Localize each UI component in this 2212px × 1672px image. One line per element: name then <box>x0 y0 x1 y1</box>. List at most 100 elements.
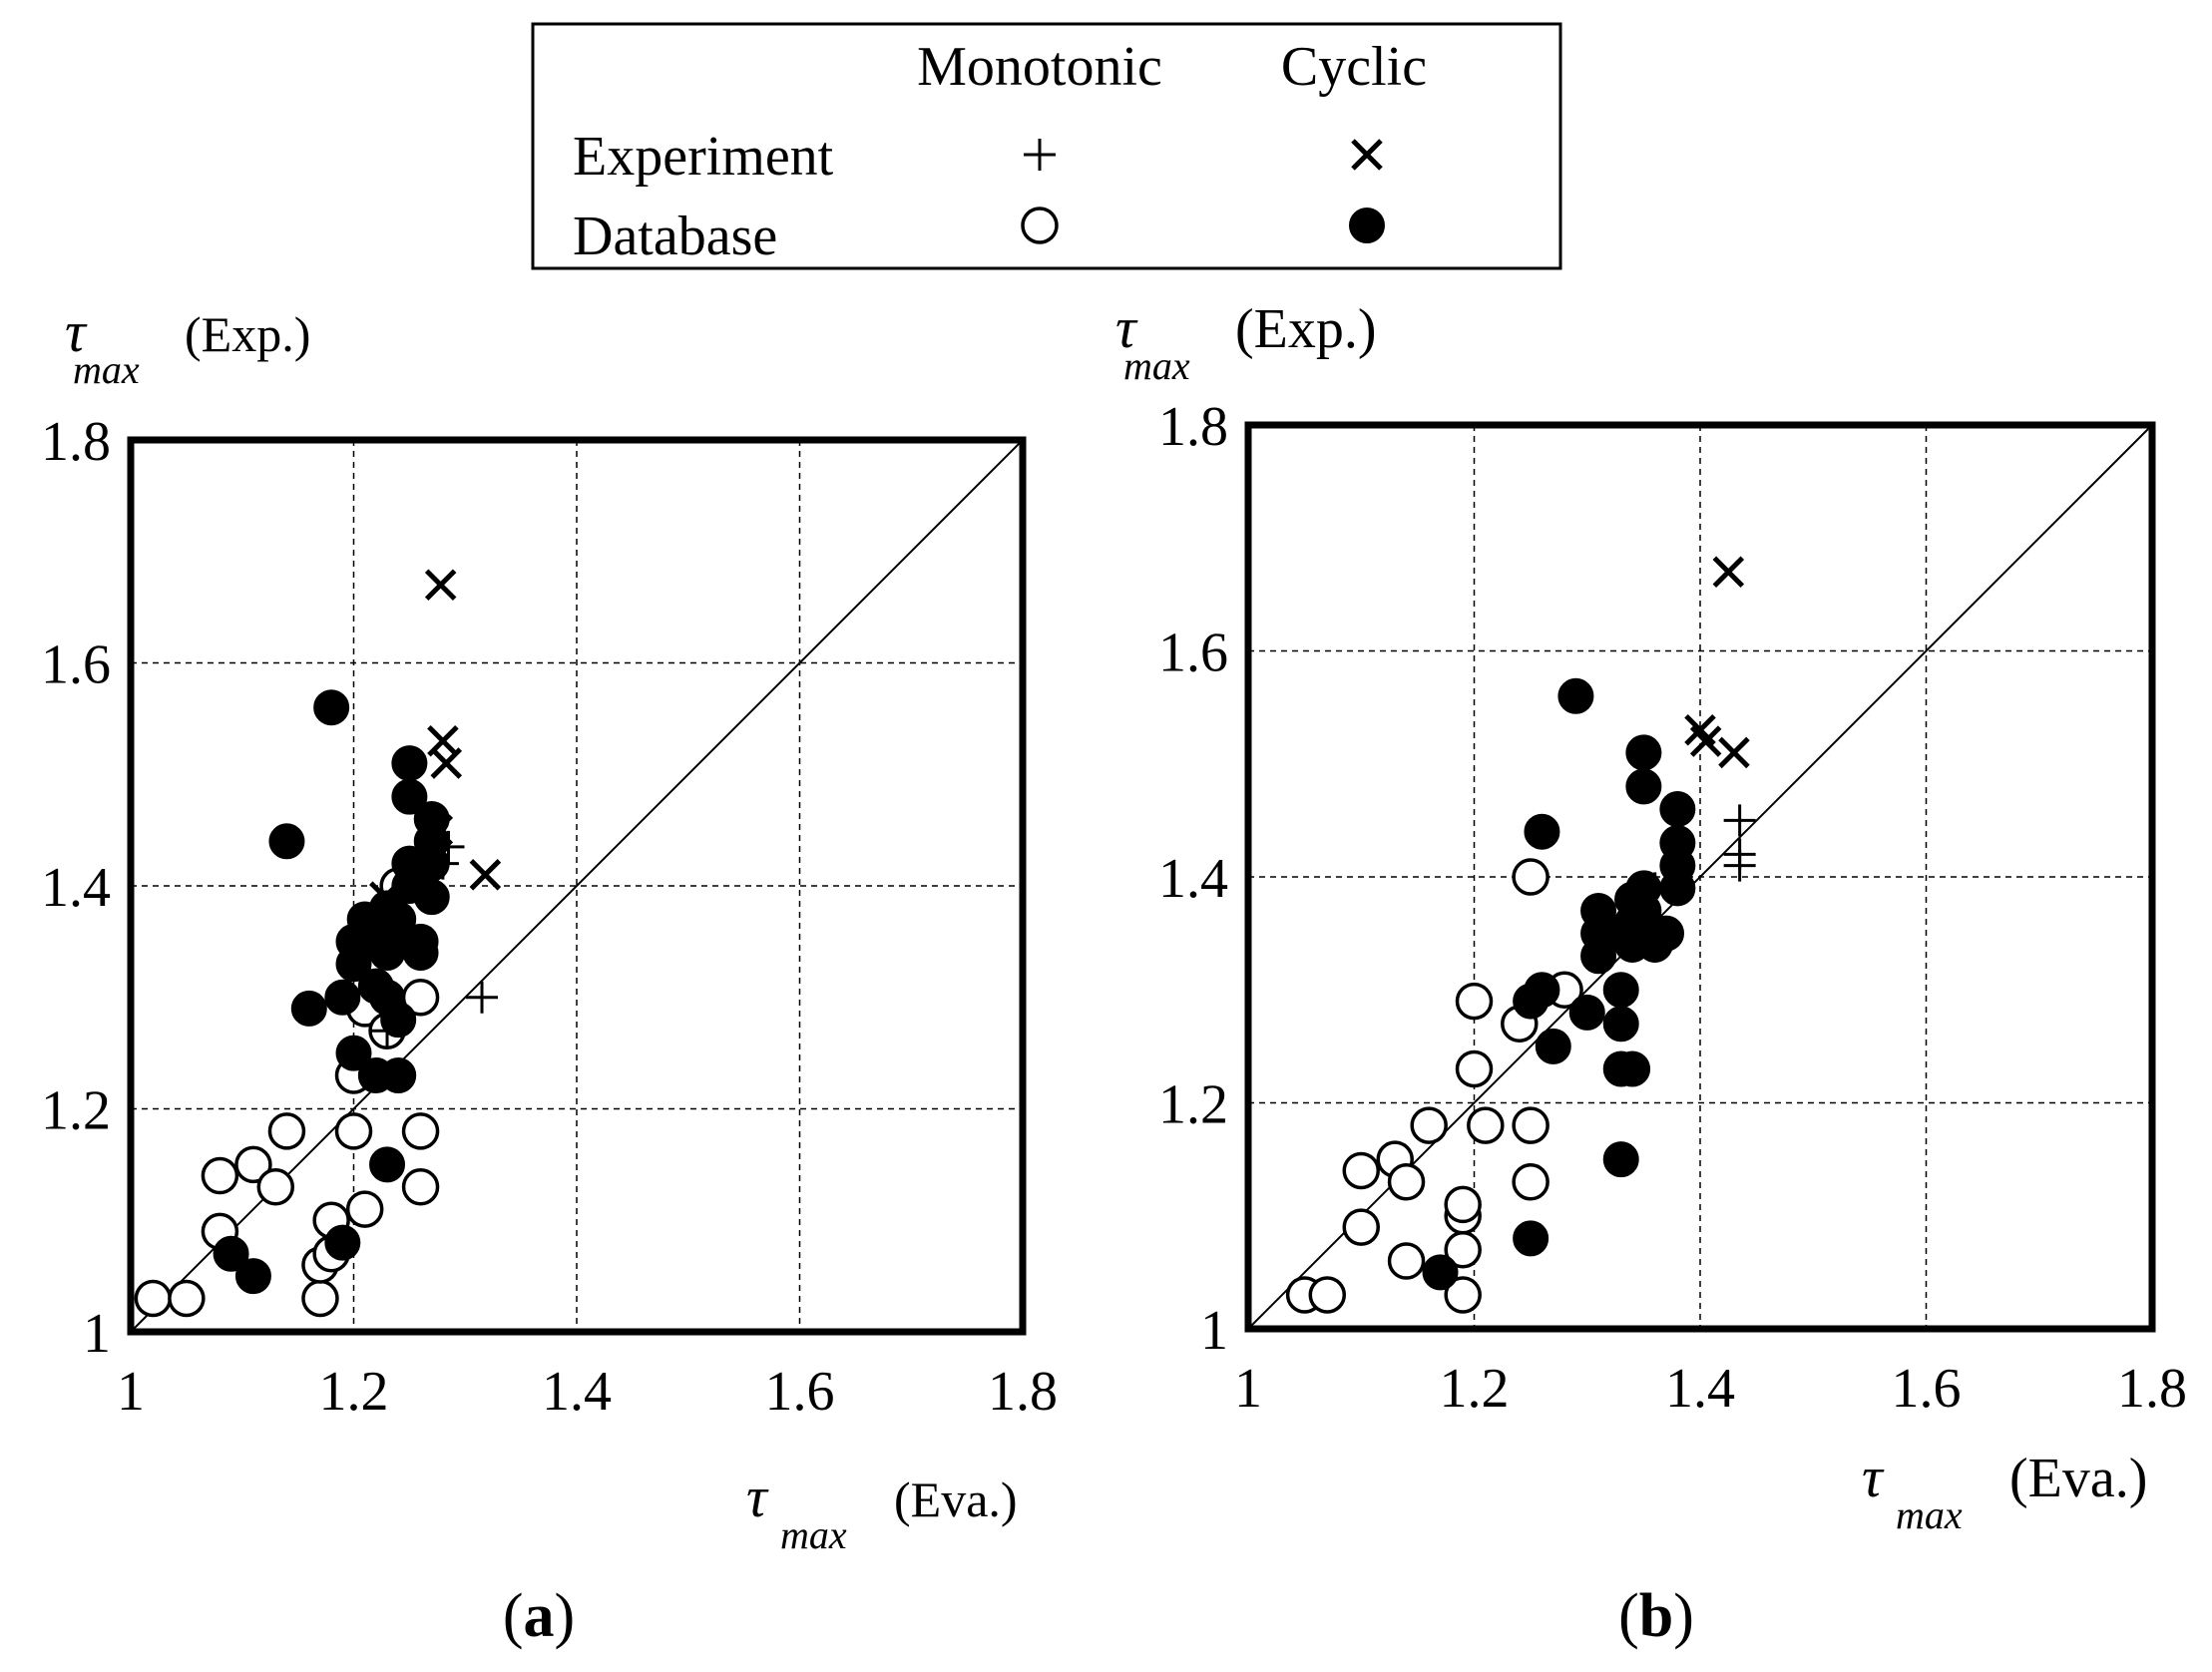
data-point-database-monotonic <box>1387 1242 1426 1280</box>
data-point-database-monotonic <box>1387 1163 1426 1201</box>
data-point-experiment-monotonic <box>1723 804 1756 837</box>
legend-header-monotonic: Monotonic <box>917 36 1162 98</box>
data-point-experiment-monotonic <box>371 1015 404 1047</box>
data-point-database-cyclic <box>313 689 350 726</box>
data-point-database-cyclic <box>1524 972 1560 1009</box>
y-axis-label-text: (Exp.) <box>1235 298 1377 360</box>
data-point-experiment-cyclic <box>1712 556 1745 588</box>
y-axis-label-subscript: max <box>73 347 140 392</box>
y-axis-label-subscript: max <box>1123 343 1190 388</box>
data-point-experiment-cyclic <box>1718 736 1750 769</box>
x-axis-label-text: (Eva.) <box>894 1471 1018 1527</box>
data-point-database-monotonic <box>201 1156 239 1195</box>
data-point-database-monotonic <box>1512 1163 1549 1201</box>
x-tick-label: 1.8 <box>2117 1358 2187 1420</box>
y-axis-label-text: (Exp.) <box>185 306 310 362</box>
plot-frame <box>1244 421 2156 1333</box>
data-point-experiment-cyclic <box>469 859 502 891</box>
data-point-database-cyclic <box>413 879 450 916</box>
x-axis-label-subscript: max <box>1896 1492 1963 1537</box>
data-point-database-monotonic <box>1410 1106 1448 1144</box>
data-point-database-cyclic <box>369 1146 406 1183</box>
y-axis-label-symbol: τ <box>1115 295 1138 360</box>
x-tick-label: 1.8 <box>988 1361 1058 1423</box>
data-point-experiment-cyclic <box>1689 725 1722 757</box>
legend-row-experiment: Experiment <box>573 126 834 188</box>
data-point-database-monotonic <box>1342 1151 1380 1190</box>
data-point-database-cyclic <box>1513 1220 1549 1257</box>
data-point-experiment-cyclic <box>421 814 454 846</box>
panel-label-close-paren: ) <box>555 1582 576 1650</box>
panel-label-open-paren: ( <box>503 1582 524 1650</box>
data-point-database-monotonic <box>401 1112 440 1150</box>
y-tick-label: 1.2 <box>41 1080 111 1142</box>
data-point-database-cyclic <box>1535 1028 1571 1064</box>
data-point-database-monotonic <box>1342 1208 1380 1246</box>
data-point-database-monotonic <box>134 1279 173 1318</box>
data-point-database-cyclic <box>1557 677 1594 714</box>
data-point-database-cyclic <box>380 1002 417 1039</box>
plot-frame <box>127 436 1027 1336</box>
x-tick-label: 1.4 <box>542 1361 612 1423</box>
y-tick-label: 1.6 <box>1158 623 1228 684</box>
data-point-database-monotonic <box>1455 982 1494 1021</box>
data-point-experiment-monotonic <box>1638 872 1671 905</box>
y-tick-label: 1.8 <box>41 411 111 473</box>
data-point-database-cyclic <box>1602 1006 1639 1043</box>
data-point-database-monotonic <box>168 1279 206 1318</box>
data-point-database-cyclic <box>1625 768 1662 805</box>
data-point-experiment-cyclic <box>424 569 457 602</box>
y-tick-label: 1.6 <box>41 634 111 696</box>
panel-label-close-paren: ) <box>1673 1582 1694 1650</box>
x-tick-label: 1.2 <box>1440 1358 1510 1420</box>
y-tick-label: 1.8 <box>1158 396 1228 458</box>
x-tick-label: 1 <box>1234 1358 1262 1420</box>
data-point-experiment-monotonic <box>466 981 499 1014</box>
data-point-database-cyclic <box>1602 972 1639 1009</box>
data-point-database-monotonic <box>334 1112 373 1150</box>
legend-marker-database-monotonic <box>1021 207 1059 244</box>
y-tick-label: 1.4 <box>41 857 111 919</box>
legend-marker-experiment-cyclic <box>1351 139 1383 171</box>
data-point-database-cyclic <box>402 923 439 960</box>
data-point-database-monotonic <box>345 1190 384 1228</box>
data-point-database-monotonic <box>234 1145 272 1184</box>
data-point-database-cyclic <box>1614 1050 1651 1087</box>
data-point-database-monotonic <box>301 1279 339 1318</box>
data-point-experiment-monotonic <box>426 847 459 880</box>
data-point-database-cyclic <box>380 901 417 938</box>
data-point-database-cyclic <box>324 1224 361 1261</box>
x-tick-label: 1.6 <box>1892 1358 1962 1420</box>
panel-label-letter: a <box>524 1582 555 1650</box>
data-point-experiment-cyclic <box>430 747 463 779</box>
data-point-database-monotonic <box>1512 1106 1549 1144</box>
x-tick-label: 1.6 <box>765 1361 835 1423</box>
x-axis-label-subscript: max <box>780 1512 847 1557</box>
data-point-database-monotonic <box>1308 1276 1347 1314</box>
data-point-experiment-cyclic <box>369 881 401 913</box>
y-tick-label: 1 <box>1200 1300 1228 1362</box>
chart-panel-b: 1 1.2 1.4 1.6 1.811.21.41.61.8 τ max (Exp.) … <box>1115 295 2187 1650</box>
data-point-database-cyclic <box>1602 1141 1639 1178</box>
data-point-database-monotonic <box>1467 1106 1505 1144</box>
data-point-database-cyclic <box>1659 791 1696 828</box>
legend-header-cyclic: Cyclic <box>1281 36 1427 98</box>
data-point-database-cyclic <box>380 1056 417 1093</box>
data-point-database-cyclic <box>1422 1254 1459 1291</box>
panel-label-a: (a) <box>503 1582 575 1650</box>
panel-label-letter: b <box>1639 1582 1673 1650</box>
data-point-database-cyclic <box>213 1235 249 1272</box>
data-point-database-cyclic <box>290 990 327 1027</box>
data-point-database-monotonic <box>1455 1049 1494 1088</box>
y-tick-label: 1.4 <box>1158 848 1228 910</box>
panel-label-b: (b) <box>1618 1582 1694 1650</box>
data-point-database-monotonic <box>401 1167 440 1206</box>
data-point-experiment-monotonic <box>1723 849 1756 882</box>
data-point-database-cyclic <box>324 979 361 1016</box>
x-tick-label: 1.4 <box>1665 1358 1735 1420</box>
data-point-database-monotonic <box>267 1112 306 1150</box>
y-axis-label-symbol: τ <box>65 299 88 364</box>
data-point-database-cyclic <box>1524 813 1560 850</box>
data-point-database-cyclic <box>234 1258 271 1295</box>
legend-row-database: Database <box>573 206 777 267</box>
